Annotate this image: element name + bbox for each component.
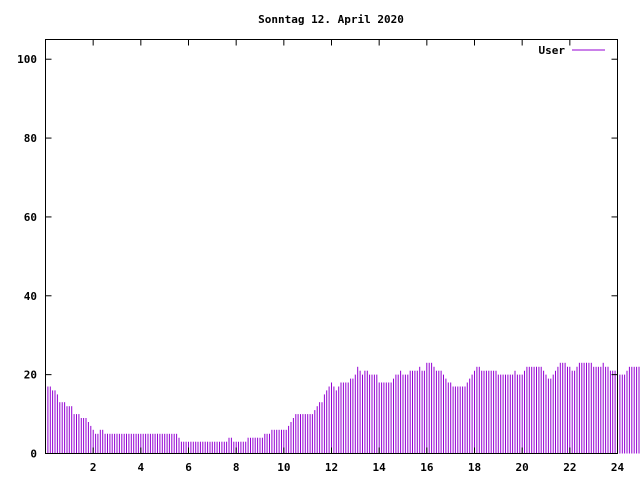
bar-series-user: [45, 362, 640, 454]
legend: User: [539, 44, 605, 57]
x-tick-label: 20: [516, 461, 529, 474]
x-tick-label: 2: [90, 461, 97, 474]
legend-label: User: [539, 44, 566, 57]
y-tick-label: 80: [24, 132, 37, 145]
y-tick-label: 60: [24, 211, 37, 224]
x-tick-label: 16: [420, 461, 434, 474]
x-tick-label: 18: [468, 461, 481, 474]
y-tick-label: 40: [24, 290, 37, 303]
x-tick-label: 8: [233, 461, 240, 474]
y-tick-label: 20: [24, 369, 37, 382]
y-tick-label: 100: [17, 53, 37, 66]
chart-title: Sonntag 12. April 2020: [258, 13, 404, 26]
x-tick-label: 10: [277, 461, 290, 474]
x-tick-label: 24: [611, 461, 625, 474]
y-tick-label: 0: [30, 448, 37, 461]
x-tick-label: 22: [563, 461, 576, 474]
x-tick-label: 14: [373, 461, 387, 474]
x-tick-label: 4: [138, 461, 145, 474]
x-tick-label: 6: [185, 461, 192, 474]
x-tick-label: 12: [325, 461, 338, 474]
